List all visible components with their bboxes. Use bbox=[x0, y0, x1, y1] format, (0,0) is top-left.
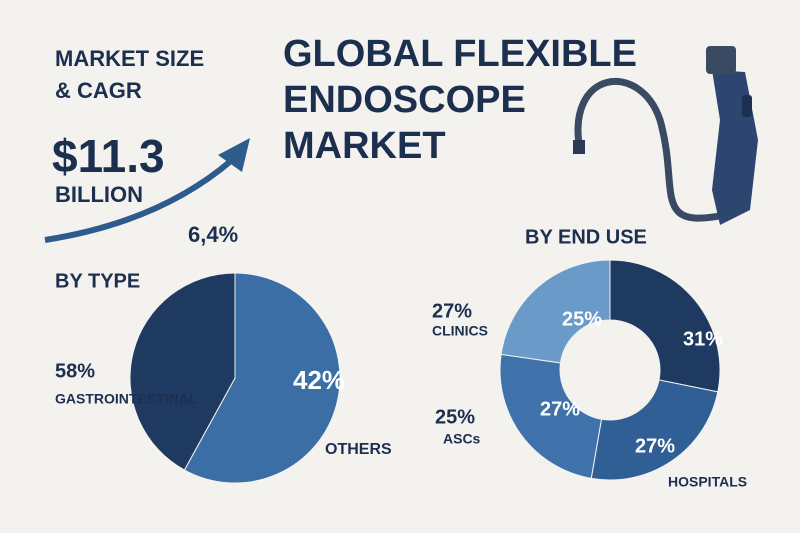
category-label: GASTROINTESTINAL bbox=[55, 391, 198, 407]
endoscope-icon bbox=[573, 46, 758, 225]
arrow-head bbox=[218, 138, 250, 172]
growth-arrow bbox=[44, 157, 234, 243]
value-label: 27% bbox=[635, 435, 675, 457]
value-label: 27% bbox=[540, 398, 580, 420]
market-unit: BILLION bbox=[55, 182, 143, 207]
value-label: 31% bbox=[683, 328, 723, 350]
slice bbox=[609, 259, 721, 393]
value-label: 42% bbox=[293, 365, 345, 395]
cagr: 6,4% bbox=[188, 222, 238, 247]
title: MARKET bbox=[283, 125, 446, 167]
category-label: HOSPITALS bbox=[668, 474, 747, 490]
slice bbox=[500, 259, 611, 364]
slice bbox=[590, 379, 719, 481]
title: GLOBAL FLEXIBLE bbox=[283, 33, 637, 75]
slice bbox=[183, 272, 341, 484]
market-value: $11.3 bbox=[52, 130, 165, 182]
slice bbox=[129, 272, 236, 471]
heading: & CAGR bbox=[55, 78, 142, 103]
slice bbox=[499, 353, 603, 479]
category-label: CLINICS bbox=[432, 323, 488, 339]
annotation: 25% bbox=[435, 406, 475, 428]
value-label: 58% bbox=[55, 360, 95, 382]
heading: MARKET SIZE bbox=[55, 46, 204, 71]
category-label: ASCs bbox=[443, 431, 481, 447]
value-label: 25% bbox=[562, 308, 602, 330]
category-label: OTHERS bbox=[325, 441, 392, 458]
annotation: 27% bbox=[432, 300, 472, 322]
title: ENDOSCOPE bbox=[283, 79, 526, 121]
chart-title: BY END USE bbox=[525, 226, 647, 248]
chart-title: BY TYPE bbox=[55, 270, 140, 292]
